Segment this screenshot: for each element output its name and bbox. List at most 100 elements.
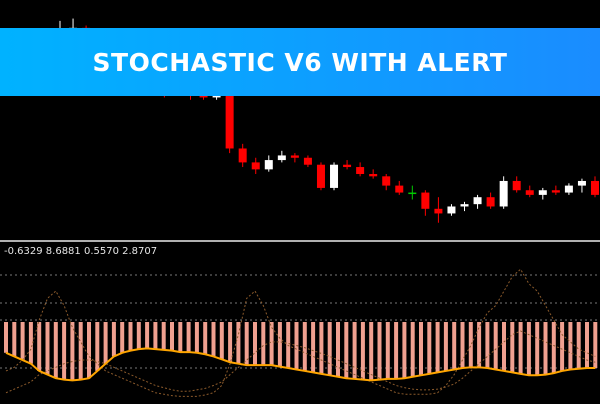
title-banner: STOCHASTIC V6 WITH ALERT xyxy=(0,28,600,96)
histogram-bar xyxy=(394,322,399,379)
signal-line-1 xyxy=(5,268,596,397)
histogram-bar xyxy=(510,322,515,373)
candle-body xyxy=(525,190,534,195)
histogram-bar xyxy=(526,322,531,376)
histogram-bar xyxy=(62,322,67,380)
histogram-bar xyxy=(360,322,365,380)
candle-body xyxy=(330,164,339,188)
histogram-bar xyxy=(518,322,523,374)
histogram-bar xyxy=(37,322,42,371)
histogram-bar xyxy=(20,322,25,361)
histogram-bar xyxy=(410,322,415,377)
histogram-bar xyxy=(311,322,316,373)
candle-body xyxy=(316,164,325,188)
histogram-bar xyxy=(219,322,224,360)
histogram-bar xyxy=(460,322,465,369)
histogram-bar xyxy=(535,322,540,376)
histogram-bar xyxy=(585,322,589,369)
indicator-value: 2.8707 xyxy=(118,246,158,257)
candle-body xyxy=(512,180,521,191)
candle-body xyxy=(303,157,312,165)
histogram-bar xyxy=(369,322,374,381)
indicator-values: -0.6329 8.6881 0.5570 2.8707 xyxy=(4,246,157,257)
candle-body xyxy=(225,90,234,149)
histogram-bar xyxy=(136,322,141,350)
histogram-bar xyxy=(385,322,390,379)
candle-body xyxy=(356,167,365,174)
histogram-bar xyxy=(70,322,75,381)
histogram-bar xyxy=(302,322,307,371)
histogram-bar xyxy=(435,322,440,373)
histogram-bar xyxy=(211,322,216,357)
histogram-bar xyxy=(468,322,473,368)
indicator-value: 0.5570 xyxy=(80,246,119,257)
histogram-bar xyxy=(161,322,166,350)
candle-body xyxy=(369,174,378,177)
histogram-bar xyxy=(178,322,183,353)
histogram-bar xyxy=(319,322,324,374)
histogram-bar xyxy=(111,322,116,357)
candle-body xyxy=(238,148,247,163)
candle-body xyxy=(277,155,286,161)
histogram-bar xyxy=(78,322,83,380)
histogram-bar xyxy=(244,322,249,366)
histogram-bar xyxy=(352,322,357,379)
candle-body xyxy=(564,185,573,193)
indicator-value: 8.6881 xyxy=(42,246,81,257)
histogram-bar xyxy=(87,322,91,379)
main-line xyxy=(5,347,596,382)
histogram-bar xyxy=(336,322,340,377)
histogram-bar xyxy=(485,322,490,369)
histogram-bar xyxy=(186,322,191,353)
histogram-bar xyxy=(145,322,150,349)
candle-body xyxy=(473,197,482,205)
histogram-bar xyxy=(443,322,448,371)
histogram-bar xyxy=(45,322,50,375)
histogram-bar xyxy=(402,322,407,379)
candle-body xyxy=(577,180,586,186)
histogram-bar xyxy=(153,322,158,350)
candle-body xyxy=(343,164,352,168)
histogram-bar xyxy=(228,322,233,363)
signal-line-2 xyxy=(5,330,596,394)
histogram-bar xyxy=(128,322,133,351)
candle-body xyxy=(199,95,208,98)
histogram-bar xyxy=(568,322,573,370)
histogram-bar xyxy=(12,322,17,357)
histogram-bar xyxy=(551,322,556,374)
candle-body xyxy=(591,180,599,195)
histogram-bar xyxy=(477,322,482,368)
candle-body xyxy=(447,206,456,214)
histogram-bar xyxy=(452,322,457,370)
histogram-bar xyxy=(103,322,108,364)
histogram-bar xyxy=(269,322,274,366)
histogram-bar xyxy=(277,322,282,367)
histogram-bar xyxy=(502,322,506,371)
histogram-bar xyxy=(170,322,174,351)
candle-body xyxy=(538,190,547,195)
candle-body xyxy=(382,176,391,186)
histogram-bar xyxy=(419,322,423,376)
histogram-bar xyxy=(28,322,33,364)
candle-body xyxy=(551,190,560,193)
histogram-bar xyxy=(543,322,548,375)
candle-body xyxy=(486,197,495,207)
histogram-bar xyxy=(194,322,199,353)
histogram-bar xyxy=(203,322,208,355)
histogram-bar xyxy=(236,322,241,364)
candle-body xyxy=(264,160,273,170)
candle-body xyxy=(290,155,299,158)
candle-body xyxy=(434,208,443,214)
candle-body xyxy=(460,204,469,207)
histogram-bar xyxy=(344,322,349,379)
histogram-bar xyxy=(576,322,581,369)
candle-body xyxy=(408,192,417,195)
candle-body xyxy=(251,162,260,170)
histogram-bar xyxy=(120,322,125,353)
histogram-bar xyxy=(253,322,257,366)
banner-title: STOCHASTIC V6 WITH ALERT xyxy=(92,47,508,77)
histogram-bar xyxy=(261,322,266,366)
histogram-bar xyxy=(95,322,100,371)
histogram-bar xyxy=(493,322,498,370)
histogram-bar xyxy=(427,322,432,374)
